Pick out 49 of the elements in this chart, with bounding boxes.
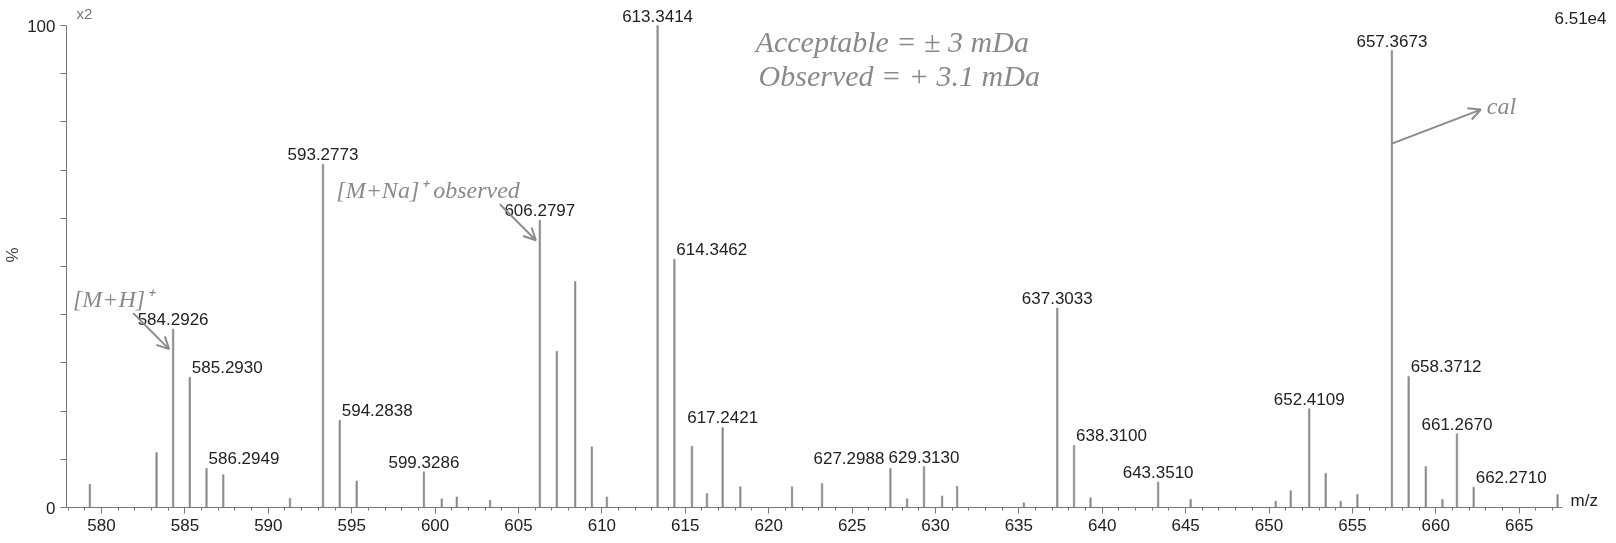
x-tick-label: 615 [671, 515, 700, 535]
x-tick-label: 610 [587, 515, 617, 535]
annotation: 586.2949 [208, 449, 280, 469]
x-tick-label: 645 [1171, 515, 1200, 535]
annotation: 629.3130 [888, 447, 960, 467]
text: x2 [76, 5, 93, 22]
annotation: 638.3100 [1076, 426, 1147, 446]
annotation: 627.2988 [813, 449, 885, 469]
annotation: 652.4109 [1273, 389, 1345, 409]
y-tick-label: 0 [46, 498, 56, 518]
annotation: 584.2926 [137, 310, 209, 330]
y-tick-label: 100 [27, 16, 56, 36]
annotation: 585.2930 [191, 358, 263, 378]
annotation: 643.3510 [1122, 462, 1194, 482]
annotation: Acceptable = ± 3 mDa [753, 25, 1029, 58]
x-tick-label: 590 [254, 515, 283, 535]
annotation: Observed = + 3.1 mDa [758, 59, 1040, 92]
x-tick-label: 665 [1505, 515, 1534, 535]
annotation: 593.2773 [287, 145, 359, 165]
x-tick-label: 605 [504, 515, 533, 535]
annotation: 613.3414 [622, 6, 694, 26]
x-tick-label: 640 [1088, 515, 1117, 535]
x-tick-label: 625 [837, 515, 867, 535]
x-tick-label: 595 [337, 515, 366, 535]
annotation: 662.2710 [1475, 468, 1547, 488]
annotation: 6.51e4 [1554, 8, 1607, 28]
annotation: 599.3286 [388, 452, 460, 472]
annotation: 594.2838 [341, 401, 413, 421]
annotation: 637.3033 [1021, 288, 1093, 308]
annotation: 614.3462 [676, 240, 748, 260]
x-tick-label: 585 [170, 515, 200, 535]
annotation: cal [1486, 92, 1517, 119]
x-tick-label: 660 [1421, 515, 1450, 535]
x-tick-label: 620 [754, 515, 783, 535]
annotation: 661.2670 [1421, 414, 1493, 434]
x-axis-title: m/z [1570, 490, 1598, 510]
annotation: 658.3712 [1410, 357, 1482, 377]
y-axis-title: % [3, 247, 23, 263]
annotation: 606.2797 [504, 201, 576, 221]
annotation: 657.3673 [1356, 31, 1428, 51]
annotation: [M+H]⁺ [72, 286, 157, 313]
x-tick-label: 655 [1338, 515, 1367, 535]
x-tick-label: 650 [1254, 515, 1284, 535]
x-tick-label: 600 [420, 515, 450, 535]
x-tick-label: 630 [921, 515, 950, 535]
x-tick-label: 635 [1004, 515, 1034, 535]
x-tick-label: 580 [87, 515, 116, 535]
annotation: 617.2421 [687, 408, 759, 428]
annotation: [M+Na]⁺ observed [336, 177, 521, 204]
